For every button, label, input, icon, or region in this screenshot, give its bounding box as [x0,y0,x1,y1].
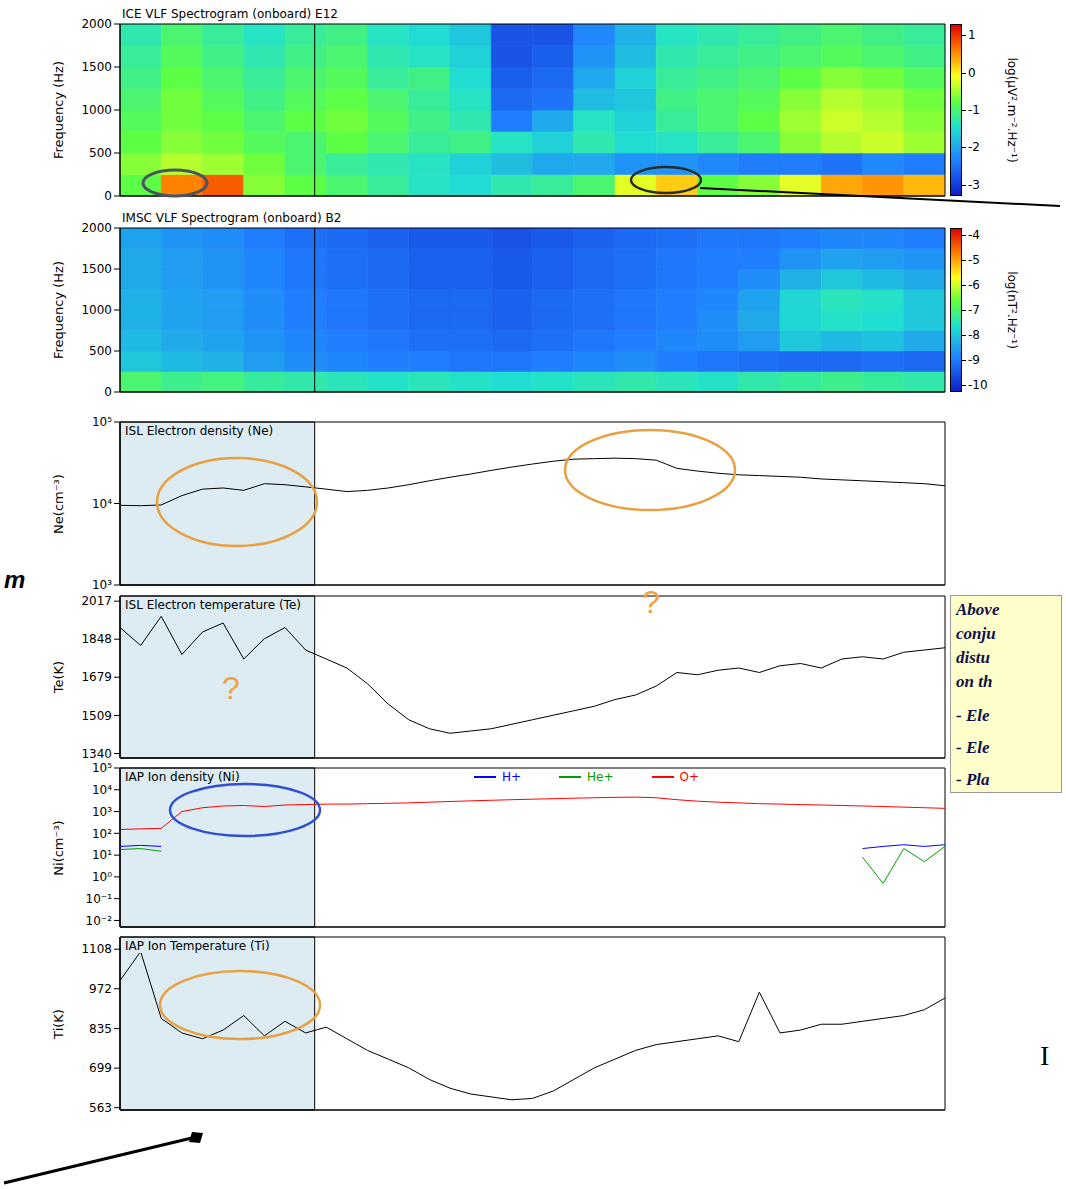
svg-text:10³: 10³ [92,805,112,819]
svg-text:10⁵: 10⁵ [92,761,112,775]
svg-text:10⁻²: 10⁻² [86,914,113,928]
svg-text:1500: 1500 [81,60,112,74]
svg-text:2000: 2000 [81,17,112,31]
html-text:Above: Above [956,600,1000,619]
html-text:m: m [4,566,26,593]
html-text:He+: He+ [587,770,614,784]
svg-text:500: 500 [89,344,112,358]
svg-text:0: 0 [104,385,112,399]
html-text:IAP Ion Temperature (Ti): IAP Ion Temperature (Ti) [125,939,270,953]
svg-text:10⁰: 10⁰ [92,870,112,884]
svg-text:10⁻¹: 10⁻¹ [86,892,113,906]
html-text:Ne(cm⁻³): Ne(cm⁻³) [50,473,66,534]
html-text:ISL Electron temperature (Te): ISL Electron temperature (Te) [125,598,301,612]
html-text:- Ele: - Ele [956,706,990,725]
svg-text:1000: 1000 [81,103,112,117]
html-text:log(nT².Hz⁻¹): log(nT².Hz⁻¹) [1005,271,1019,349]
html-text:Ti(K): Ti(K) [50,1008,66,1039]
svg-text:10²: 10² [92,827,112,841]
html-text:-10: -10 [968,377,988,392]
svg-text:1108: 1108 [81,942,112,956]
svg-text:1679: 1679 [81,670,112,684]
svg-text:1340: 1340 [81,747,112,761]
html-text:-1: -1 [968,103,980,117]
html-text:1: 1 [968,28,976,43]
svg-text:972: 972 [89,982,112,996]
svg-text:10⁴: 10⁴ [92,783,112,797]
html-text:Te(K): Te(K) [50,660,66,694]
html-text:conju: conju [956,624,996,643]
html-text:H+: H+ [502,770,522,784]
html-text:-7: -7 [968,303,980,317]
html-text:ISL Electron density (Ne): ISL Electron density (Ne) [125,424,274,438]
html-text:IAP Ion density (Ni): IAP Ion density (Ni) [125,770,240,784]
html-text:-5: -5 [968,253,980,268]
svg-text:835: 835 [89,1022,112,1036]
html-text:ICE VLF Spectrogram (onboard): ICE VLF Spectrogram (onboard) E12 [122,7,338,21]
svg-text:10³: 10³ [92,578,112,592]
svg-text:10⁵: 10⁵ [92,415,112,429]
svg-text:1500: 1500 [81,262,112,276]
svg-text:2017: 2017 [81,594,112,608]
svg-text:10⁴: 10⁴ [92,497,112,511]
svg-text:699: 699 [89,1061,112,1075]
svg-text:563: 563 [89,1101,112,1115]
html-text:IMSC VLF Spectrogram (onboard): IMSC VLF Spectrogram (onboard) B2 [122,211,342,225]
html-text:0: 0 [968,65,976,80]
html-text:-9: -9 [968,352,980,367]
html-text:Frequency (Hz): Frequency (Hz) [50,261,66,359]
html-text:Frequency (Hz): Frequency (Hz) [50,61,66,159]
html-text:-4: -4 [968,228,980,243]
html-text:I: I [1040,1040,1050,1071]
html-text:-8: -8 [968,327,980,342]
svg-text:10¹: 10¹ [92,848,112,862]
html-text:-6: -6 [968,278,980,293]
html-text:- Pla: - Pla [956,770,990,789]
svg-text:0: 0 [104,189,112,203]
html-text:log(µV².m⁻².Hz⁻¹): log(µV².m⁻².Hz⁻¹) [1005,57,1019,163]
svg-text:1000: 1000 [81,303,112,317]
svg-text:1509: 1509 [81,709,112,723]
html-text:on th: on th [956,672,993,691]
svg-text:2000: 2000 [81,221,112,235]
html-text:O+: O+ [679,770,699,784]
html-text:- Ele: - Ele [956,738,990,757]
html-text:-2: -2 [968,140,980,155]
svg-text:500: 500 [89,146,112,160]
html-text:distu: distu [956,648,990,667]
html-text:Ni(cm⁻³): Ni(cm⁻³) [50,819,66,876]
html-text:-3: -3 [968,177,980,192]
svg-text:1848: 1848 [81,632,112,646]
